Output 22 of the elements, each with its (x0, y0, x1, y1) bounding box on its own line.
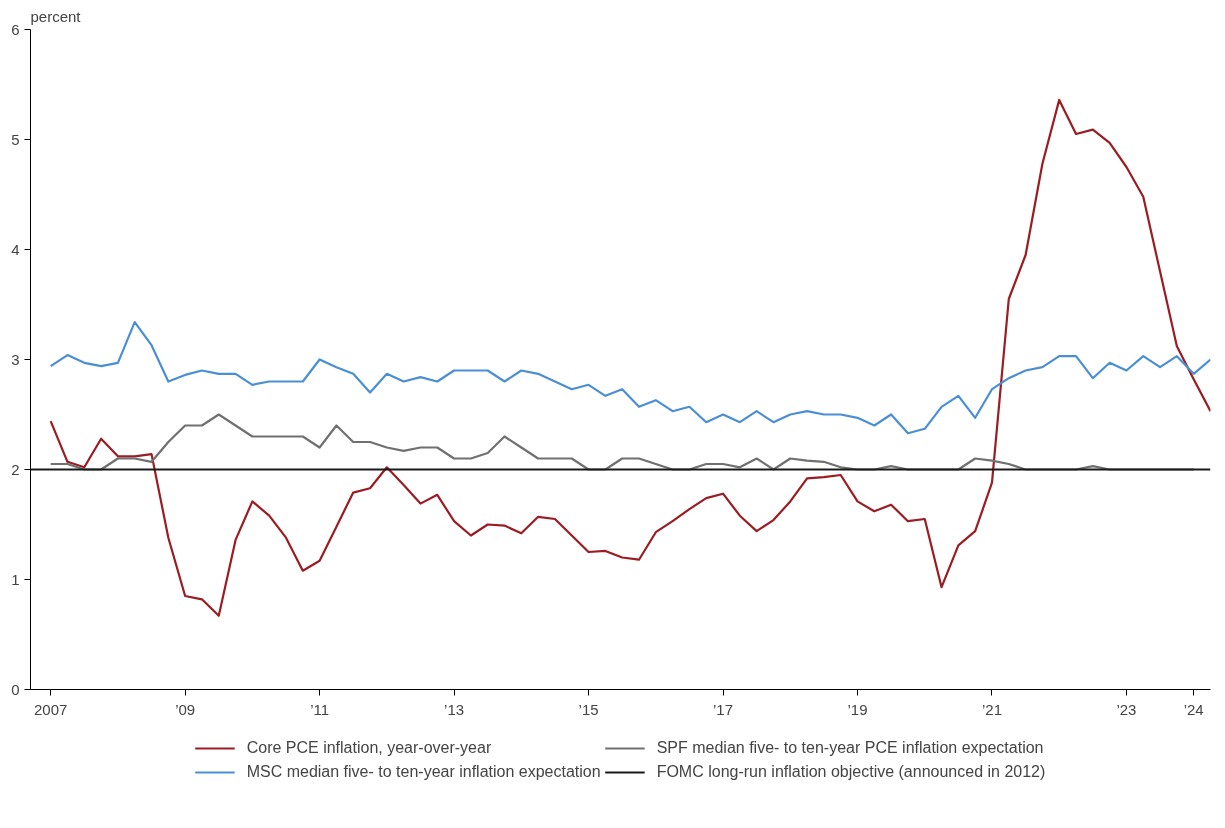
y-tick-label: 3 (11, 350, 20, 368)
x-tick-label: ’09 (175, 700, 196, 718)
y-tick-label: 4 (11, 240, 20, 258)
x-tick-label: ’13 (444, 700, 465, 718)
y-tick-label: 2 (11, 460, 20, 478)
legend-label: FOMC long-run inflation objective (announced in 2012) (656, 763, 1046, 781)
x-tick-label: ’15 (578, 700, 599, 718)
y-tick-label: 5 (11, 130, 20, 148)
x-tick-label: ’24 (1183, 700, 1204, 718)
x-tick-label: ’21 (981, 700, 1002, 718)
y-axis-title: percent (30, 7, 82, 25)
x-tick-label: ’23 (1116, 700, 1137, 718)
y-tick-label: 6 (11, 20, 20, 38)
legend-label: SPF median five- to ten-year PCE inflation expectation (656, 739, 1044, 757)
y-tick-label: 1 (11, 570, 20, 588)
x-tick-label: ’11 (310, 700, 330, 718)
x-tick-label: 2007 (33, 700, 68, 718)
y-tick-label: 0 (11, 680, 20, 698)
x-tick-label: ’19 (847, 700, 868, 718)
legend-label: Core PCE inflation, year-over-year (246, 739, 492, 757)
legend-label: MSC median five- to ten-year inflation expectation (246, 763, 601, 781)
x-tick-label: ’17 (713, 700, 734, 718)
